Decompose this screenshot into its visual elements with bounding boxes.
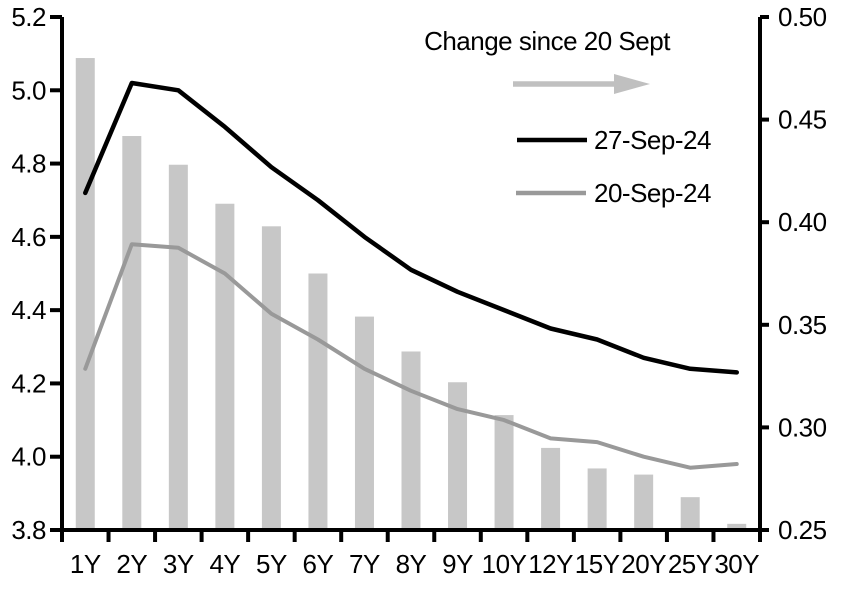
axes-group: 3.8 4.0 4.2 4.4 4.6 4.8 5.0 5.2 0.25 0.30 0.35 0.40… [11,2,827,579]
x-axis-label-9Y: 9Y [442,549,473,579]
left-axis-tick-label: 4.6 [11,222,46,252]
bar-2Y [122,136,142,531]
bar-3Y [168,164,188,530]
x-axis-label-2Y: 2Y [116,549,147,579]
bar-20Y [634,474,654,530]
axes-frame [60,17,762,532]
lines-group [83,80,739,470]
bar-12Y [541,447,561,530]
change-arrow-icon [513,74,650,94]
left-axis-tick-label: 4.2 [11,368,46,398]
x-axis-label-1Y: 1Y [70,549,101,579]
right-axis-tick-label: 0.25 [778,515,827,545]
x-axis-label-7Y: 7Y [349,549,380,579]
bar-1Y [75,58,95,530]
x-axis-label-10Y: 10Y [482,549,527,579]
x-axis-label-30Y: 30Y [714,549,759,579]
bar-9Y [448,382,468,530]
line-20-Sep-24 [83,242,739,470]
bar-5Y [261,226,281,530]
bar-4Y [215,203,235,530]
right-axis-tick-label: 0.30 [778,412,827,442]
legend: Change since 20 Sept 27-Sep-24 20-Sep-24 [424,26,711,208]
left-axis-tick-label: 4.0 [11,442,46,472]
legend-label-20-sep: 20-Sep-24 [594,178,711,208]
legend-label-27-sep: 27-Sep-24 [594,125,711,155]
left-axis-tick-label: 5.0 [11,75,46,105]
x-axis-label-5Y: 5Y [256,549,287,579]
x-axis-label-3Y: 3Y [163,549,194,579]
change-arrow-head [614,74,650,94]
x-axis-label-25Y: 25Y [668,549,713,579]
right-axis-tick-label: 0.45 [778,105,827,135]
right-axis-tick-label: 0.50 [778,2,827,32]
left-axis-tick-label: 4.8 [11,149,46,179]
right-axis-tick-label: 0.40 [778,207,827,237]
x-axis-label-6Y: 6Y [303,549,334,579]
bar-10Y [494,415,514,530]
line-27-Sep-24 [83,80,739,375]
x-axis-label-8Y: 8Y [396,549,427,579]
bar-30Y [727,523,747,530]
x-axis-label-20Y: 20Y [621,549,666,579]
bar-25Y [680,497,700,530]
x-axis-label-12Y: 12Y [528,549,573,579]
left-axis-tick-label: 5.2 [11,2,46,32]
right-axis-tick-label: 0.35 [778,310,827,340]
left-axis-tick-label: 4.4 [11,295,46,325]
bar-8Y [401,351,421,530]
x-axis-label-4Y: 4Y [209,549,240,579]
legend-title: Change since 20 Sept [424,26,671,56]
x-axis-label-15Y: 15Y [575,549,620,579]
bars-group [75,58,747,531]
left-axis-tick-label: 3.8 [11,515,46,545]
bar-6Y [308,273,328,530]
bar-7Y [354,316,374,530]
bar-15Y [587,468,607,530]
